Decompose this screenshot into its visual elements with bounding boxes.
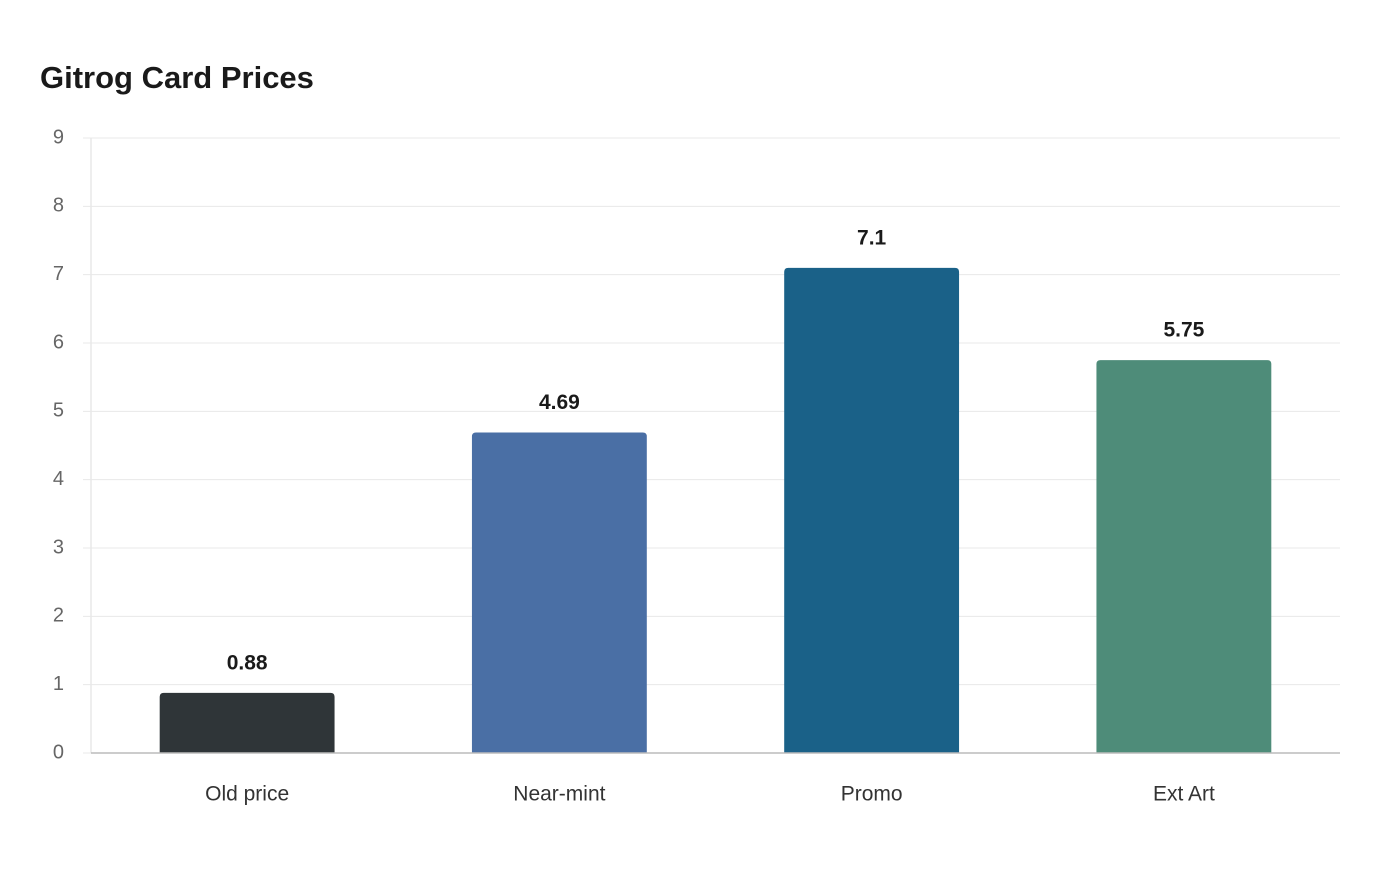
x-tick-label: Near-mint [513,783,605,806]
bar [1096,360,1272,753]
x-tick-label: Ext Art [1153,783,1215,806]
y-tick-label: 1 [53,673,64,695]
value-label: 7.1 [857,226,887,249]
x-tick-label: Old price [205,783,289,806]
value-label: 0.88 [227,651,268,674]
y-tick-label: 3 [53,536,64,558]
x-tick-label: Promo [841,783,903,806]
value-label: 4.69 [539,391,580,414]
y-tick-label: 6 [53,331,64,353]
y-tick-label: 8 [53,195,64,217]
y-tick-label: 7 [53,263,64,285]
y-tick-label: 5 [53,400,64,422]
value-label: 5.75 [1163,319,1204,342]
bar [471,432,647,753]
y-tick-label: 4 [53,468,64,490]
y-tick-label: 2 [53,605,64,627]
bar [159,692,335,753]
bar [784,267,960,753]
y-tick-label: 0 [53,741,64,763]
y-tick-label: 9 [53,126,64,148]
chart-title: Gitrog Card Prices [40,60,314,95]
